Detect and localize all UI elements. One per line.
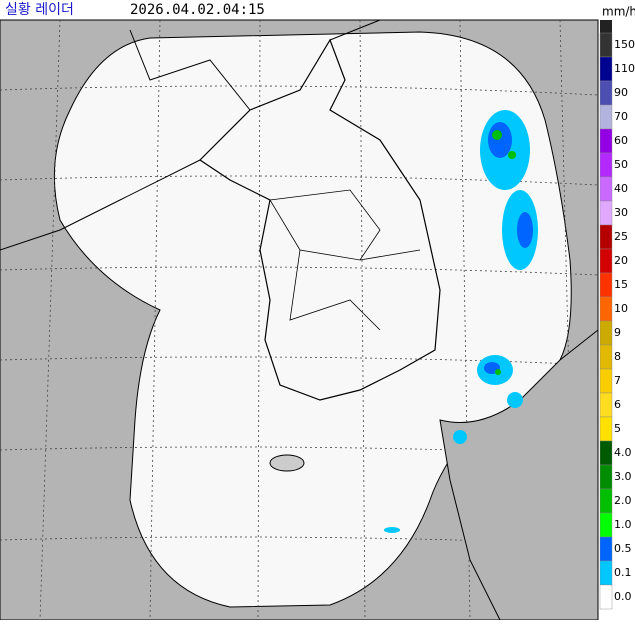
legend-label: 0.0	[614, 590, 632, 603]
legend-label: 110	[614, 62, 635, 75]
legend-swatch	[599, 248, 613, 274]
legend-label: 25	[614, 230, 628, 243]
legend-swatch	[599, 80, 613, 106]
legend: 150 110 90 70 60 50 40 30 25 20 15 10 9 8 7 6 5 4.0 3.0 2.0…	[599, 32, 635, 610]
legend-label: 150	[614, 38, 635, 51]
unit: mm/h	[602, 5, 635, 19]
legend-label: 90	[614, 86, 628, 99]
legend-swatch	[599, 536, 613, 562]
legend-label: 50	[614, 158, 628, 171]
map	[0, 19, 599, 621]
title: 실황 레이더	[5, 2, 74, 18]
legend-swatch	[599, 56, 613, 82]
legend-swatch	[599, 224, 613, 250]
legend-swatch	[599, 368, 613, 394]
legend-swatch	[599, 440, 613, 466]
legend-label: 0.1	[614, 566, 632, 579]
legend-label: 70	[614, 110, 628, 123]
legend-cap	[600, 20, 612, 33]
legend-label: 5	[614, 422, 621, 435]
legend-swatch	[599, 104, 613, 130]
legend-label: 4.0	[614, 446, 632, 459]
legend-label: 30	[614, 206, 628, 219]
timestamp: 2026.04.02.04:15	[130, 2, 265, 18]
legend-swatch	[599, 464, 613, 490]
legend-swatch	[599, 344, 613, 370]
legend-label: 2.0	[614, 494, 632, 507]
legend-label: 0.5	[614, 542, 632, 555]
legend-swatch	[599, 128, 613, 154]
legend-swatch	[599, 272, 613, 298]
legend-swatch	[599, 512, 613, 538]
legend-label: 3.0	[614, 470, 632, 483]
legend-swatch	[599, 416, 613, 442]
legend-swatch	[599, 488, 613, 514]
legend-swatch	[599, 320, 613, 346]
legend-swatch	[599, 200, 613, 226]
legend-swatch	[599, 176, 613, 202]
legend-swatch	[599, 392, 613, 418]
legend-label: 40	[614, 182, 628, 195]
legend-label: 10	[614, 302, 628, 315]
legend-swatch	[599, 32, 613, 58]
legend-swatch	[599, 296, 613, 322]
legend-label: 7	[614, 374, 621, 387]
legend-label: 6	[614, 398, 621, 411]
legend-label: 60	[614, 134, 628, 147]
legend-swatch	[599, 152, 613, 178]
legend-swatch	[599, 584, 613, 610]
legend-label: 1.0	[614, 518, 632, 531]
legend-label: 9	[614, 326, 621, 339]
legend-label: 20	[614, 254, 628, 267]
legend-label: 15	[614, 278, 628, 291]
legend-swatch	[599, 560, 613, 586]
legend-label: 8	[614, 350, 621, 363]
